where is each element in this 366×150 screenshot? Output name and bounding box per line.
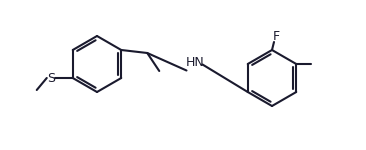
Text: S: S bbox=[47, 72, 55, 84]
Text: F: F bbox=[272, 30, 280, 42]
Text: HN: HN bbox=[186, 56, 205, 69]
